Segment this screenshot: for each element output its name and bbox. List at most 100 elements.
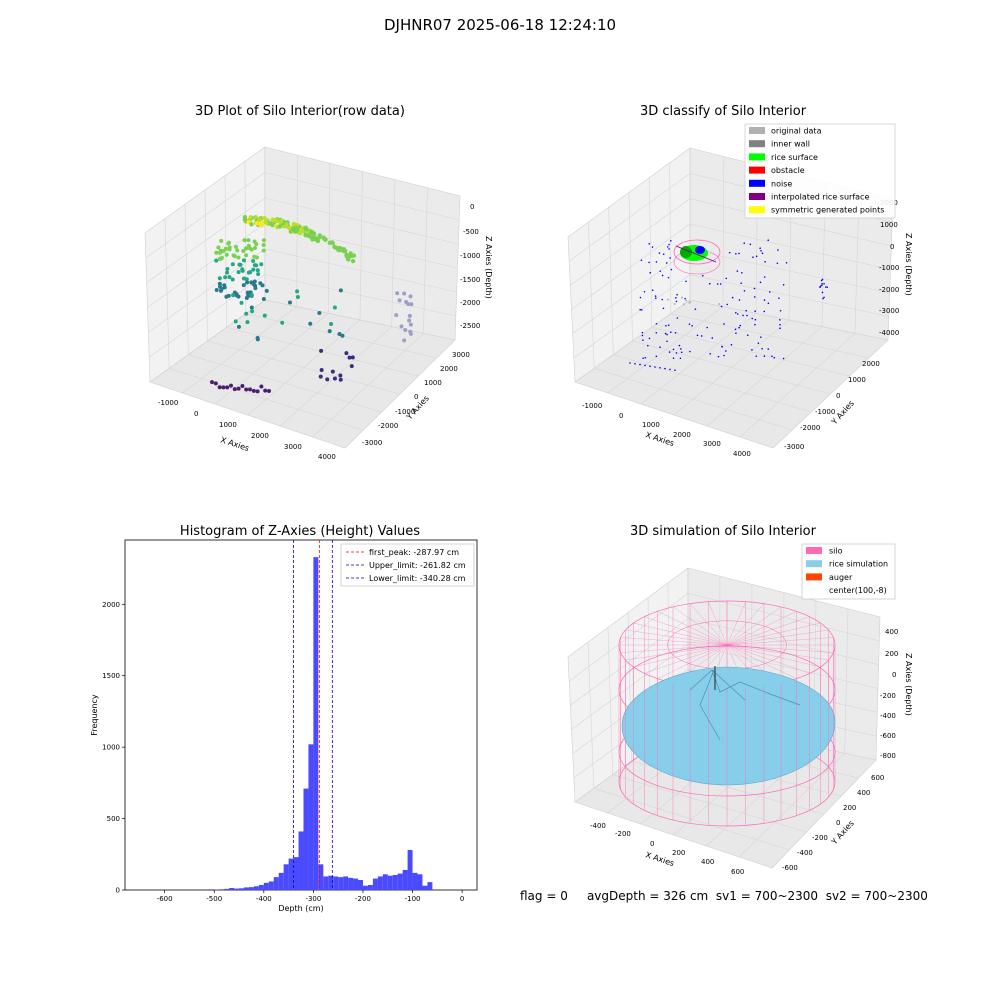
- histogram-bar: [224, 888, 230, 890]
- histogram-plot: -600 -500 -400 -300 -200 -100 0 0 500 1000 1500 20…: [90, 539, 478, 913]
- raw-y-tick-labels: 3000 2000 1000 0 -1000 -2000 -3000: [362, 351, 470, 447]
- simulation-x-tick: 600: [731, 868, 744, 876]
- histogram-y-ticks: 0 500 1000 1500 2000: [102, 601, 125, 895]
- simulation-z-tick: 0: [892, 671, 896, 679]
- classify-x-tick: 4000: [733, 450, 751, 458]
- simulation-z-tick-labels: 400 200 0 -200 -400 -600 -800: [880, 628, 898, 760]
- histogram-bar: [268, 881, 274, 890]
- histogram-bar: [387, 875, 393, 890]
- histogram-bar: [234, 888, 240, 890]
- histogram-bar: [422, 885, 428, 890]
- histogram-y-tick-label: 500: [107, 815, 120, 823]
- simulation-x-tick: 0: [650, 840, 654, 848]
- raw-x-tick: 0: [194, 410, 198, 418]
- classify-legend-label: noise: [771, 179, 792, 188]
- classify-legend-label: rice surface: [771, 153, 818, 162]
- figure-title: DJHNR07 2025-06-18 12:24:10: [383, 16, 617, 34]
- histogram-bar: [348, 877, 354, 890]
- histogram-bar: [372, 878, 378, 890]
- classify-legend-swatch: [749, 140, 765, 148]
- simulation-x-tick-labels: -400 -200 0 200 400 600: [590, 822, 744, 876]
- raw-3d-plot: -1000 0 1000 2000 3000 4000 X Axies 3000…: [144, 146, 493, 461]
- classify-point-cloud: [629, 239, 829, 372]
- avg-depth-value: avgDepth = 326 cm: [586, 889, 709, 903]
- histogram-bar: [328, 875, 334, 890]
- histogram-bar: [333, 876, 339, 890]
- histogram-bar: [397, 873, 403, 890]
- histogram-y-tick-label: 2000: [102, 601, 120, 609]
- histogram-bar: [318, 864, 324, 890]
- simulation-legend-swatch: [806, 573, 822, 581]
- histogram-x-ticks: -600 -500 -400 -300 -200 -100 0: [157, 890, 464, 903]
- histogram-bar: [377, 876, 383, 890]
- classify-y-tick-labels: 2000 1000 0 -1000 -2000 -3000: [784, 360, 880, 451]
- raw-z-tick: -1500: [460, 276, 480, 284]
- classify-legend-swatch: [749, 193, 765, 200]
- raw-z-axis-label: Z Axies (Depth): [484, 236, 493, 299]
- raw-y-tick: 1000: [424, 379, 442, 387]
- classify-3d-plot: -1000 0 1000 2000 3000 4000 X Axies 2000…: [567, 123, 913, 458]
- simulation-legend-label: center(100,-8): [829, 586, 887, 595]
- histogram-bar: [229, 888, 235, 890]
- histogram-bar: [258, 885, 264, 890]
- classify-x-tick: 2000: [673, 431, 691, 439]
- raw-x-tick: 1000: [219, 421, 237, 429]
- raw-3d-panes: [144, 146, 461, 449]
- histogram-bar: [313, 557, 319, 890]
- classify-x-tick: 3000: [703, 440, 721, 448]
- histogram-bar: [427, 882, 433, 890]
- raw-3d-gridlines: [145, 155, 460, 438]
- simulation-legend-label: silo: [829, 547, 843, 556]
- histogram-y-tick-label: 1500: [102, 672, 120, 680]
- classify-legend: original data inner wall rice surface obsta…: [744, 123, 896, 219]
- histogram-bar: [417, 874, 423, 890]
- classify-legend-swatch: [749, 206, 765, 214]
- classify-y-tick: 0: [836, 392, 840, 400]
- histogram-bar: [288, 858, 294, 890]
- histogram-x-tick-label: -400: [256, 895, 272, 903]
- simulation-legend-swatch: [806, 547, 822, 554]
- classify-legend-label: inner wall: [771, 140, 810, 149]
- simulation-x-tick: -400: [590, 822, 606, 830]
- simulation-y-tick: 200: [843, 804, 856, 812]
- histogram-bar: [407, 850, 413, 890]
- raw-z-tick: -1000: [460, 252, 480, 260]
- simulation-x-tick: 400: [701, 858, 714, 866]
- histogram-y-tick-label: 0: [116, 887, 120, 895]
- simulation-legend: silo rice simulation auger center(100,-8): [801, 543, 896, 600]
- simulation-legend-label: auger: [829, 573, 853, 582]
- sv1-value: sv1 = 700~2300: [715, 889, 819, 903]
- histogram-legend-label: Upper_limit: -261.82 cm: [369, 561, 466, 570]
- simulation-x-axis-label: X Axies: [644, 850, 675, 868]
- histogram-bar: [323, 876, 329, 890]
- histogram-bar: [263, 882, 269, 890]
- classify-legend-label: symmetric generated points: [771, 206, 884, 215]
- simulation-3d-plot: -400 -200 0 200 400 600 X Axies 600 400 …: [567, 543, 913, 876]
- simulation-y-tick: 600: [871, 774, 884, 782]
- histogram-bar: [362, 885, 368, 890]
- raw-y-tick: -2000: [378, 422, 398, 430]
- raw-x-tick: 4000: [318, 453, 336, 461]
- histogram-bar: [239, 888, 244, 890]
- classify-z-tick: -2000: [879, 286, 899, 294]
- flag-value: flag = 0: [520, 889, 568, 903]
- raw-x-tick: 2000: [251, 432, 269, 440]
- classify-x-tick-labels: -1000 0 1000 2000 3000 4000: [582, 402, 751, 458]
- raw-y-tick: -1000: [395, 408, 415, 416]
- classify-rice-blob: [673, 239, 721, 275]
- raw-z-tick: -500: [463, 228, 479, 236]
- histogram-bar: [367, 885, 373, 890]
- simulation-rice-surface: [621, 666, 836, 786]
- simulation-y-tick: -400: [797, 849, 813, 857]
- simulation-z-tick: -400: [880, 712, 896, 720]
- histogram-bar: [253, 886, 259, 890]
- histogram-bar: [353, 878, 359, 890]
- histogram-bar: [303, 788, 309, 890]
- sv2-value: sv2 = 700~2300: [825, 889, 928, 903]
- histogram-x-tick-label: -300: [305, 895, 321, 903]
- raw-point-cloud: [210, 214, 414, 394]
- classify-x-axis-label: X Axies: [644, 430, 675, 448]
- histogram-legend-label: Lower_limit: -340.28 cm: [369, 574, 466, 583]
- raw-x-tick: -1000: [158, 399, 178, 407]
